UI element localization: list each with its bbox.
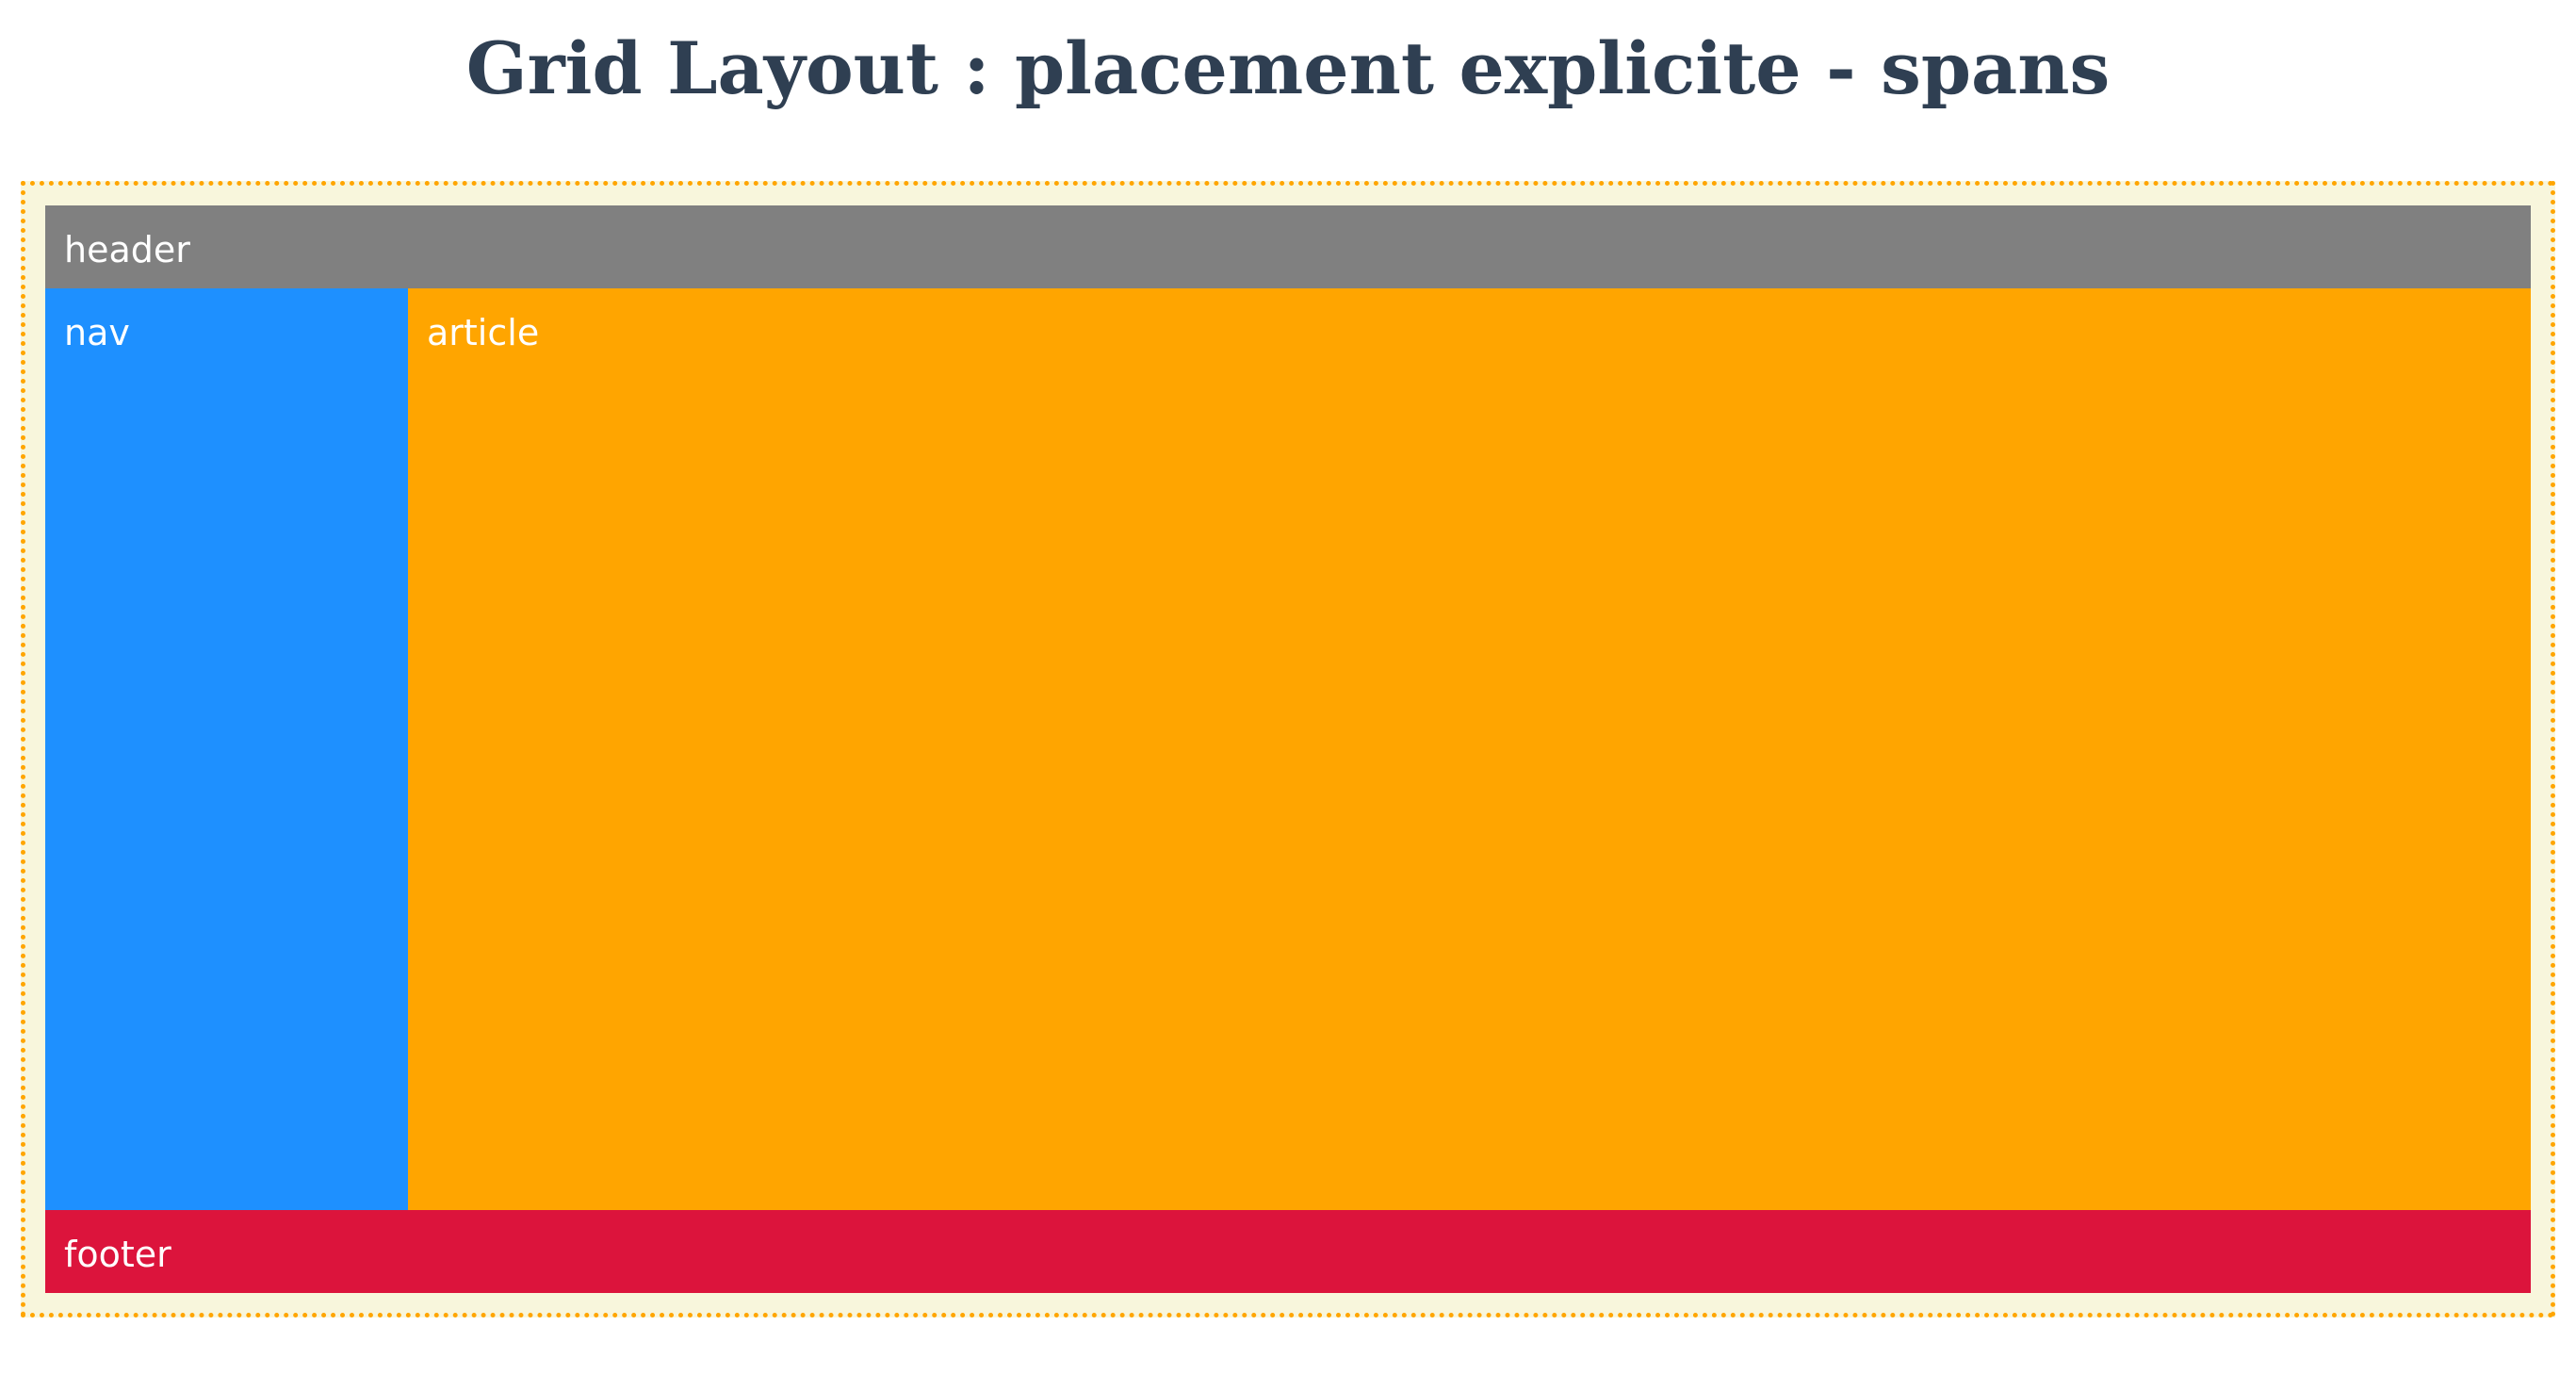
footer-label: footer	[64, 1234, 171, 1275]
grid-footer: footer	[45, 1210, 2531, 1293]
grid-nav: nav	[45, 288, 408, 1210]
nav-label: nav	[64, 312, 130, 353]
header-label: header	[64, 229, 190, 270]
grid-container: header nav article footer	[21, 181, 2555, 1317]
grid-header: header	[45, 205, 2531, 288]
grid-article: article	[408, 288, 2531, 1210]
article-label: article	[427, 312, 540, 353]
grid-layout: header nav article footer	[45, 205, 2531, 1293]
page-title: Grid Layout : placement explicite - span…	[465, 26, 2111, 110]
